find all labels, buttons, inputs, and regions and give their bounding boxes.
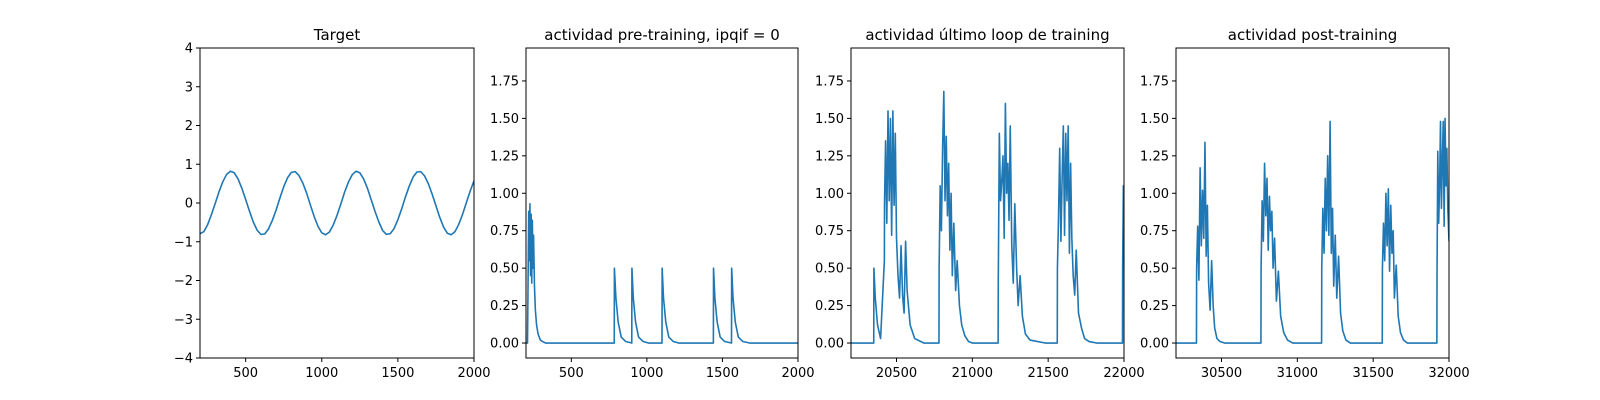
x-tick-label: 21000 [952, 366, 993, 381]
chart-panel-3: actividad último loop de training 20500 21… [815, 26, 1145, 381]
y-tick-label: −3 [174, 313, 193, 328]
series-line [526, 202, 798, 344]
y-tick-label: 1.50 [490, 112, 519, 127]
y-tick-label: 1.25 [490, 149, 519, 164]
x-tick-label: 2000 [781, 366, 814, 381]
series-line [851, 90, 1124, 344]
y-tick-label: 1.25 [1140, 149, 1169, 164]
y-tick-label: 0.25 [1140, 299, 1169, 314]
y-tick-label: 0.75 [490, 224, 519, 239]
axes-frame [525, 47, 799, 359]
x-tick-label: 30500 [1201, 366, 1242, 381]
x-tick-label: 500 [559, 366, 584, 381]
y-tick-label: 1.50 [1140, 112, 1169, 127]
y-tick-label: 2 [185, 119, 193, 134]
y-tick-label: 0.00 [815, 337, 844, 352]
chart-panel-1: Target 500 1000 1500 2000 −4 −3 −2 −1 0 1 2 3 4 [174, 26, 491, 381]
x-tick-label: 20500 [876, 366, 917, 381]
y-tick-label: 0.75 [815, 224, 844, 239]
y-tick-label: 1.00 [490, 187, 519, 202]
x-tick-label: 31000 [1277, 366, 1318, 381]
y-tick-label: 0.00 [490, 337, 519, 352]
y-tick-label: 1.75 [1140, 74, 1169, 89]
y-tick-label: 1.75 [490, 74, 519, 89]
chart-title: actividad post-training [1228, 26, 1397, 44]
y-tick-label: 1.50 [815, 112, 844, 127]
x-tick-label: 2000 [457, 366, 490, 381]
y-tick-label: 0.50 [490, 262, 519, 277]
chart-title: actividad último loop de training [865, 26, 1109, 44]
chart-panel-2: actividad pre-training, ipqif = 0 500 1000… [490, 26, 815, 381]
y-tick-label: 1.00 [815, 187, 844, 202]
y-tick-label: 0.25 [490, 299, 519, 314]
chart-panel-4: actividad post-training 30500 31000 31500 32… [1140, 26, 1470, 381]
x-tick-label: 500 [233, 366, 258, 381]
y-tick-label: 3 [185, 80, 193, 95]
y-tick-label: 1.00 [1140, 187, 1169, 202]
chart-title: Target [313, 26, 361, 44]
x-tick-label: 1000 [630, 366, 663, 381]
series-line [1176, 117, 1449, 344]
y-tick-label: 0.25 [815, 299, 844, 314]
y-tick-label: 0.50 [815, 262, 844, 277]
axes-frame [1175, 47, 1450, 359]
series-line [200, 170, 474, 236]
x-tick-label: 1500 [381, 366, 414, 381]
y-tick-label: 1.75 [815, 74, 844, 89]
y-tick-label: −4 [174, 352, 193, 367]
x-tick-label: 1500 [706, 366, 739, 381]
chart-title: actividad pre-training, ipqif = 0 [544, 26, 780, 44]
x-tick-label: 22000 [1103, 366, 1144, 381]
y-tick-label: 1.25 [815, 149, 844, 164]
y-tick-label: −2 [174, 274, 193, 289]
y-tick-label: 0.75 [1140, 224, 1169, 239]
y-tick-label: 0.00 [1140, 337, 1169, 352]
y-tick-label: 0.50 [1140, 262, 1169, 277]
x-tick-label: 21500 [1027, 366, 1068, 381]
y-tick-label: 0 [185, 197, 193, 212]
y-tick-label: 1 [185, 158, 193, 173]
y-tick-label: 4 [185, 42, 193, 57]
axes-frame [199, 47, 475, 359]
x-tick-label: 31500 [1352, 366, 1393, 381]
x-tick-label: 1000 [305, 366, 338, 381]
x-tick-label: 32000 [1428, 366, 1469, 381]
axes-frame [850, 47, 1125, 359]
y-tick-label: −1 [174, 235, 193, 250]
